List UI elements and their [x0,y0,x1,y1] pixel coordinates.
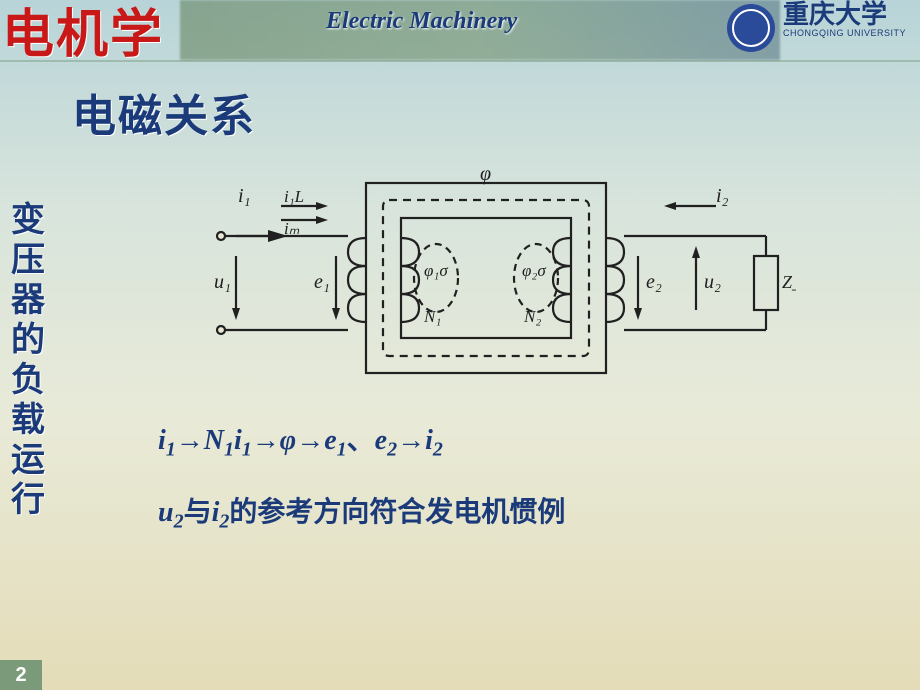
lbl-ZL: Z_L [782,272,796,292]
eq-N1: N [204,425,224,456]
note-i2-sub: 2 [219,510,229,532]
lbl-e1: e₁ [314,271,330,293]
university-name-block: 重庆大学 CHONGQING UNIVERSITY [783,2,908,38]
note-mid: 与 [184,496,212,527]
eq-i1b-sub: 1 [242,439,252,461]
eq-arr1: → [176,425,204,456]
lbl-phi2s: φ₂σ [522,261,546,280]
eq-e1-sub: 1 [337,439,347,461]
lbl-N1: N₁ [423,307,441,326]
eq-arr2: → [252,425,280,456]
lbl-i2: i₂ [716,185,729,207]
lbl-e2: e₂ [646,271,662,293]
lbl-i1: i₁ [238,185,251,207]
section-heading: 电磁关系 [72,80,900,144]
transformer-diagram: i₁ i₁L iₘ u₁ e₁ φ φ₁σ φ₂σ N₁ N₂ e₂ u₂ i₂… [176,158,796,398]
eq-e2: e [375,425,387,456]
note-tail: 的参考方向符合发电机惯例 [229,496,565,527]
eq-i1b: i [234,425,242,456]
eq-N1-sub: 1 [224,439,234,461]
eq-i2: i [425,425,433,456]
university-logo [727,4,775,52]
slide-header: 电机学 Electric Machinery 重庆大学 CHONGQING UN… [0,0,920,62]
eq-phi: φ [280,425,296,456]
university-name-en: CHONGQING UNIVERSITY [783,28,908,38]
note-u2: u [158,497,174,528]
eq-e2-sub: 2 [387,439,397,461]
eq-arr4: → [397,425,425,456]
eq-e1: e [324,425,336,456]
page-number: 2 [0,660,42,690]
equation-line: i1→N1i1→φ→e1、e2→i2 [158,418,900,462]
note-line: u2与i2的参考方向符合发电机惯例 [158,490,900,534]
note-u2-sub: 2 [174,510,184,532]
eq-arr3: → [296,425,324,456]
lbl-N2: N₂ [523,307,541,326]
content-area: 电磁关系 [54,62,920,660]
sidebar: 变压器的负载运行 [0,62,50,660]
course-title-en: Electric Machinery [326,8,517,35]
lbl-phi1s: φ₁σ [424,261,448,280]
course-title-cn: 电机学 [2,0,164,67]
eq-i1-sub: 1 [166,439,176,461]
lbl-u1: u₁ [214,271,231,293]
university-logo-inner [732,9,770,47]
eq-sep: 、 [347,425,375,456]
university-name-cn: 重庆大学 [783,2,908,28]
lbl-im: iₘ [284,219,300,238]
lbl-i1L: i₁L [284,187,304,206]
eq-i2-sub: 2 [433,439,443,461]
eq-i1: i [158,425,166,456]
sidebar-title: 变压器的负载运行 [1,201,50,521]
lbl-phi: φ [480,163,491,185]
lbl-u2: u₂ [704,271,721,293]
